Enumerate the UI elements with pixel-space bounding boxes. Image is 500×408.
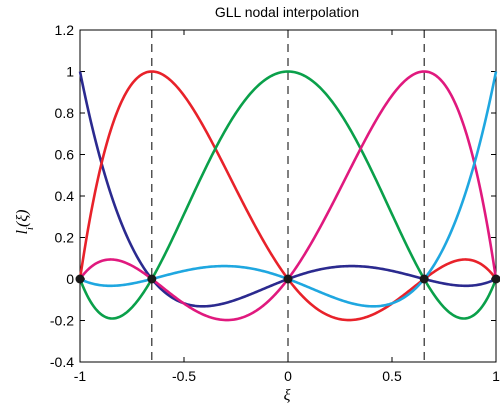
y-tick-label: 0 [66,271,74,287]
y-axis-label-main: l [14,230,31,235]
node-marker [419,274,429,284]
y-tick-label: 1.2 [55,22,75,38]
x-tick-label: 1 [492,368,500,384]
x-tick-label: -1 [74,368,87,384]
y-tick-label: 0.2 [55,230,75,246]
basis-curve-2 [78,70,498,320]
y-axis-label-sub: i [24,227,36,230]
y-tick-label: 1 [66,64,74,80]
y-tick-label: 0.6 [55,147,75,163]
y-tick-label: -0.2 [50,313,74,329]
x-tick-label: 0 [284,368,292,384]
y-tick-label: -0.4 [50,354,74,370]
node-marker [75,274,85,284]
svg-text:li(ξ): li(ξ) [14,209,36,234]
y-tick-label: 0.8 [55,105,75,121]
y-tick-label: 0.4 [55,188,75,204]
x-tick-label: -0.5 [172,368,196,384]
node-marker [283,274,293,284]
y-axis-label-arg: (ξ) [14,209,31,227]
node-marker [147,274,157,284]
y-axis-label: li(ξ) [14,209,36,234]
x-axis-label: ξ [284,387,291,404]
plot-area: -1 -0.5 0 0.5 1 -0.4 -0.2 0 0.2 0.4 0.6 0.8 1 1.2 [50,22,500,384]
chart-title: GLL nodal interpolation [215,4,359,20]
x-tick-label: 0.5 [382,368,402,384]
node-marker [491,274,500,284]
